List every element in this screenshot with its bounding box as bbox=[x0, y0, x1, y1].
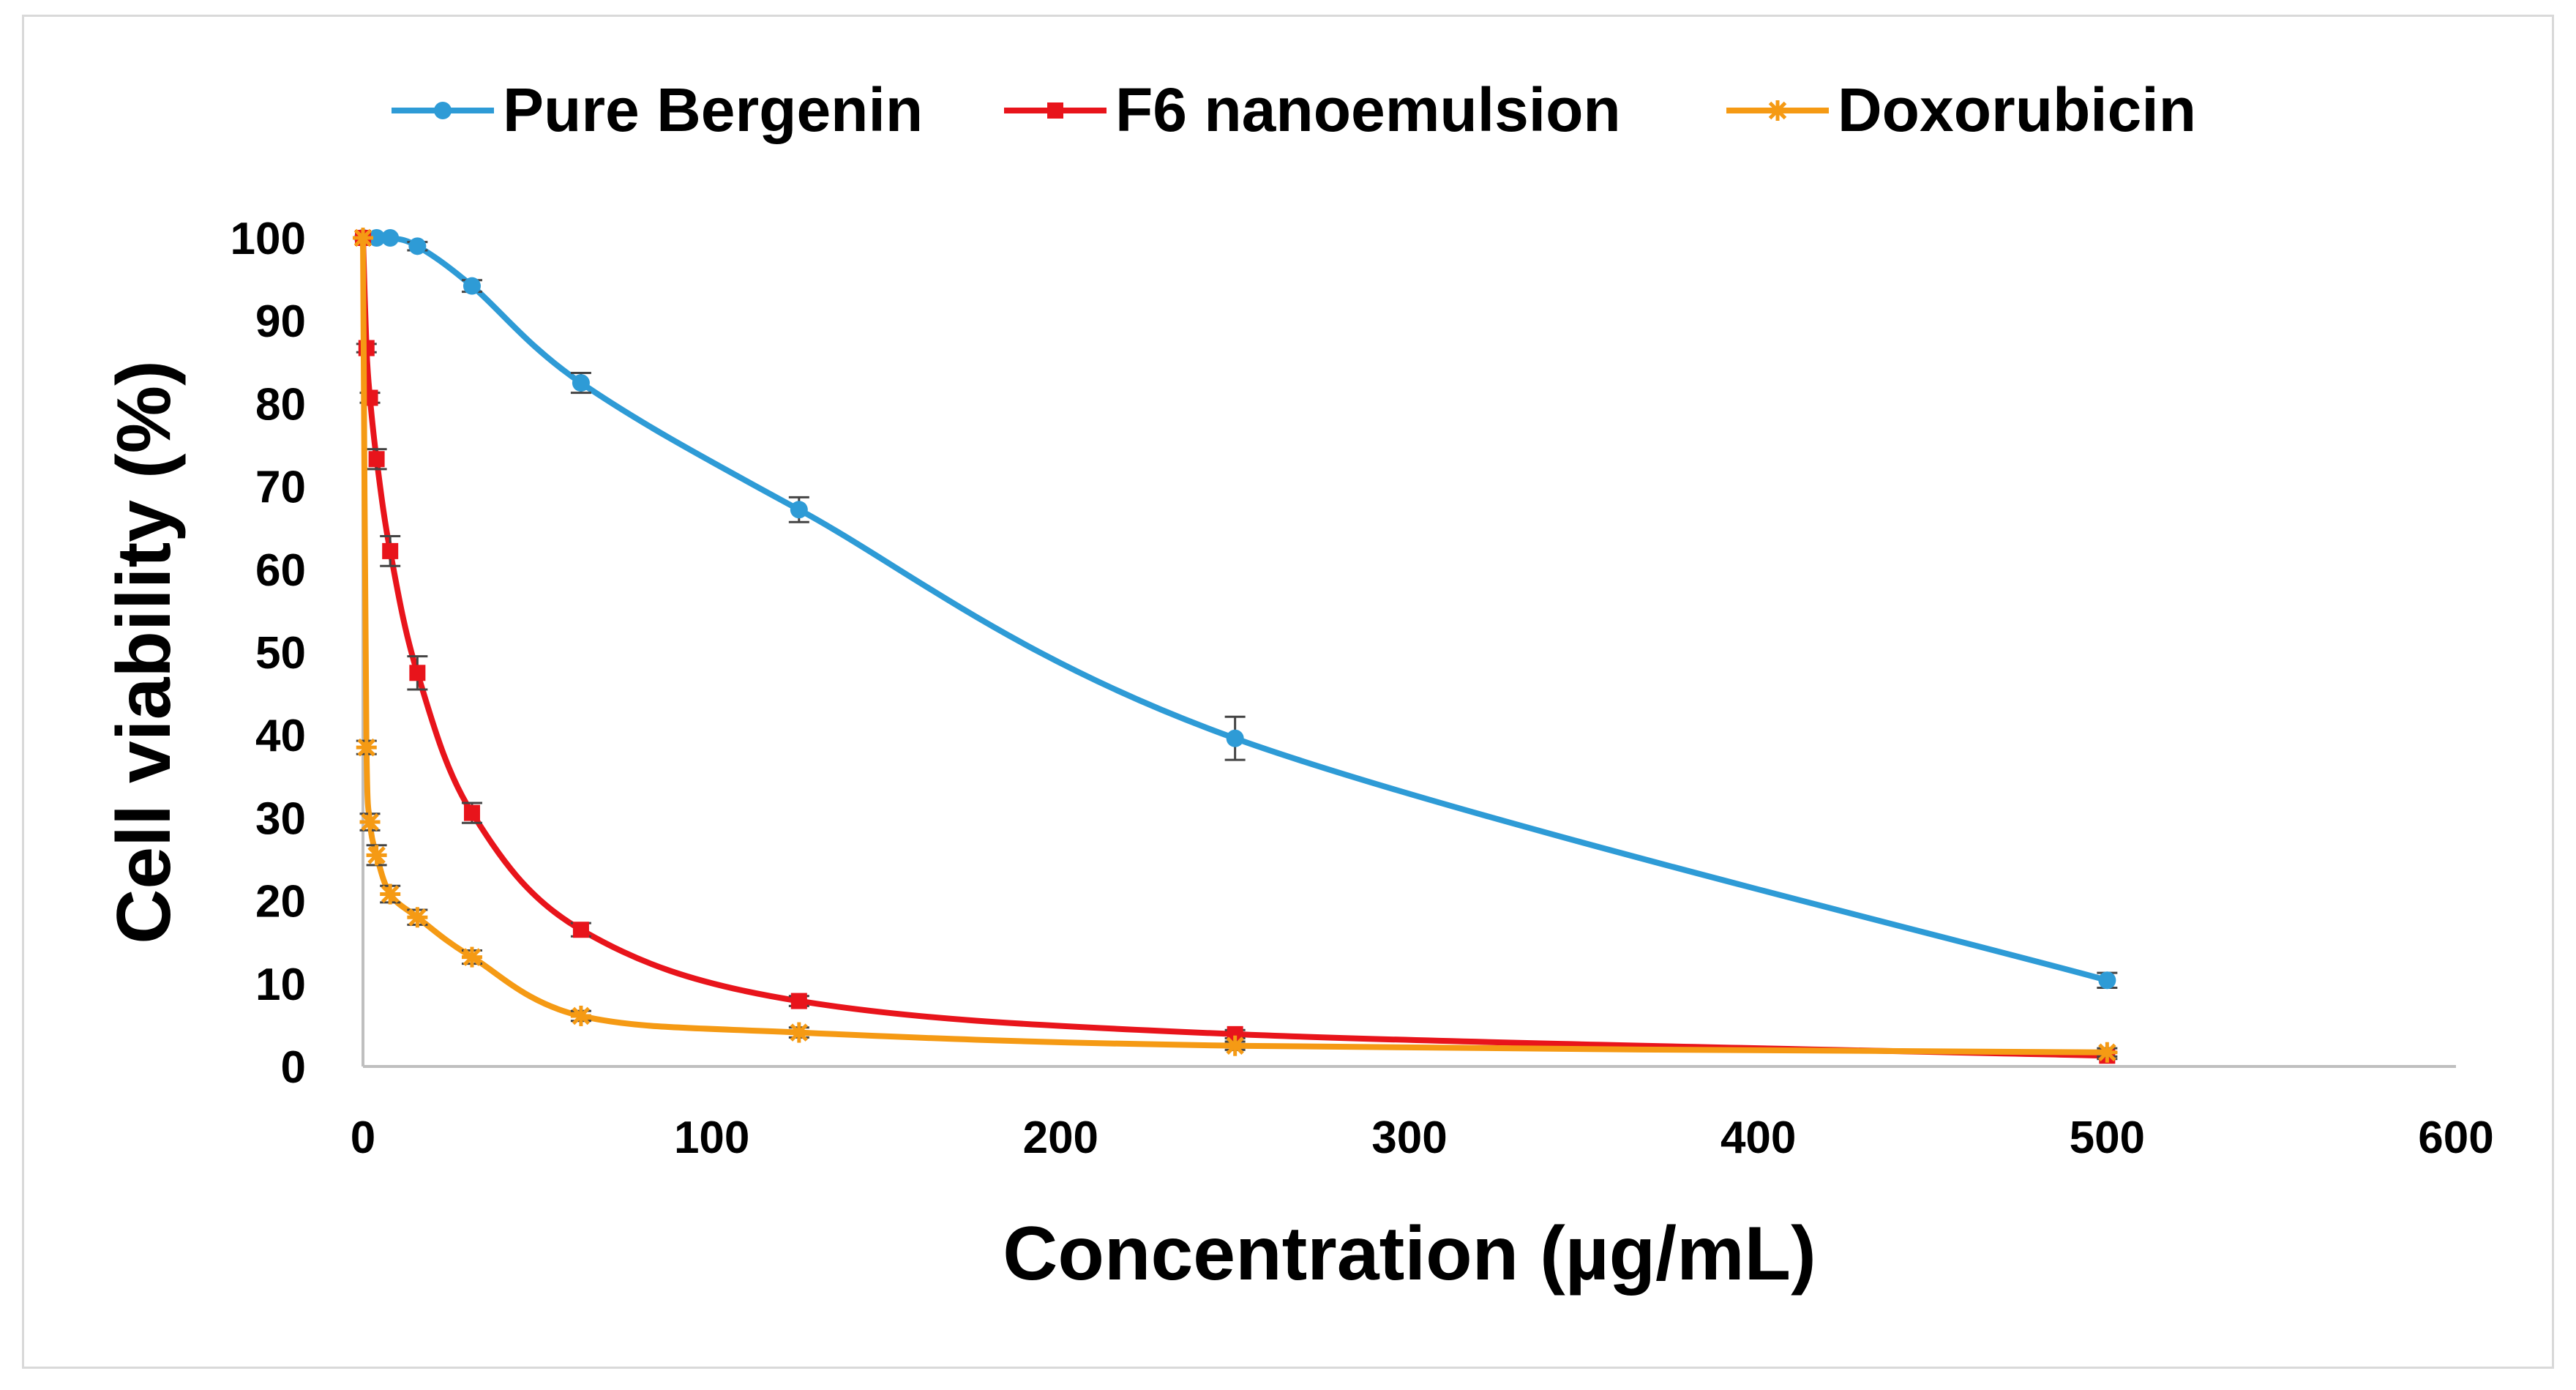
data-point bbox=[368, 451, 385, 468]
legend-marker bbox=[1047, 102, 1063, 119]
y-tick-label: 20 bbox=[255, 877, 306, 927]
x-axis-title: Concentration (µg/mL) bbox=[1003, 1211, 1816, 1296]
legend: Pure Bergenin F6 nanoemulsion Doxorubicin bbox=[392, 75, 2196, 144]
data-point bbox=[382, 542, 399, 559]
data-point bbox=[570, 1005, 591, 1026]
series-group bbox=[353, 228, 2118, 1064]
axes bbox=[362, 238, 2456, 1068]
data-point bbox=[2098, 971, 2116, 990]
data-point bbox=[461, 946, 482, 968]
legend-label: Doxorubicin bbox=[1838, 75, 2196, 144]
data-point bbox=[463, 277, 481, 295]
y-axis-title: Cell viability (%) bbox=[102, 360, 187, 944]
data-point bbox=[463, 804, 480, 821]
y-tick-label: 60 bbox=[255, 545, 306, 596]
y-tick-label: 70 bbox=[255, 463, 306, 513]
x-tick-label: 300 bbox=[1371, 1113, 1447, 1163]
data-point bbox=[1224, 1035, 1246, 1056]
data-point bbox=[381, 229, 400, 247]
x-tick-label: 600 bbox=[2418, 1113, 2493, 1163]
series-line bbox=[360, 235, 2111, 1059]
x-tick-label: 200 bbox=[1023, 1113, 1098, 1163]
y-tick-label: 90 bbox=[255, 296, 306, 347]
legend-item: Doxorubicin bbox=[1726, 75, 2196, 144]
x-tick-label: 0 bbox=[351, 1113, 375, 1163]
y-tick-label: 0 bbox=[281, 1042, 306, 1093]
data-point bbox=[407, 907, 428, 928]
series-f6-nanoemulsion bbox=[355, 230, 2118, 1064]
y-tick-label: 10 bbox=[255, 960, 306, 1010]
data-point bbox=[353, 228, 373, 248]
legend-label: F6 nanoemulsion bbox=[1115, 75, 1621, 144]
data-point bbox=[1227, 1025, 1243, 1042]
legend-label: Pure Bergenin bbox=[503, 75, 923, 144]
data-point bbox=[367, 229, 386, 247]
data-point bbox=[572, 922, 589, 938]
series-line bbox=[360, 234, 2111, 984]
data-point bbox=[408, 237, 427, 255]
y-tick-label: 40 bbox=[255, 711, 306, 761]
data-point bbox=[790, 501, 808, 519]
y-tick-label: 50 bbox=[255, 628, 306, 679]
chart-frame bbox=[22, 15, 2554, 1369]
y-tick-label: 30 bbox=[255, 793, 306, 844]
y-tick-label: 80 bbox=[255, 379, 306, 430]
y-tick-label: 100 bbox=[231, 214, 306, 264]
x-tick-label: 400 bbox=[1721, 1113, 1796, 1163]
legend-item: Pure Bergenin bbox=[392, 75, 923, 144]
data-point bbox=[359, 812, 381, 833]
data-point bbox=[2097, 1042, 2118, 1063]
series-pure-bergenin bbox=[354, 229, 2118, 990]
data-point bbox=[572, 374, 590, 392]
x-tick-label: 100 bbox=[674, 1113, 749, 1163]
data-point bbox=[788, 1022, 809, 1043]
data-point bbox=[356, 737, 377, 758]
data-point bbox=[409, 665, 426, 681]
data-point bbox=[1226, 729, 1244, 747]
data-point bbox=[366, 845, 387, 866]
legend-item: F6 nanoemulsion bbox=[1004, 75, 1621, 144]
y-tick-labels: 0 10 20 30 40 50 60 70 80 90 100 bbox=[231, 214, 306, 1093]
series-line bbox=[360, 235, 2111, 1055]
x-tick-labels: 0 100 200 300 400 500 600 bbox=[351, 1113, 2494, 1163]
data-point bbox=[380, 883, 401, 905]
series-doxorubicin bbox=[353, 228, 2118, 1063]
legend-marker bbox=[1767, 100, 1788, 121]
data-point bbox=[790, 993, 807, 1009]
legend-marker bbox=[434, 102, 452, 119]
x-tick-label: 500 bbox=[2070, 1113, 2145, 1163]
